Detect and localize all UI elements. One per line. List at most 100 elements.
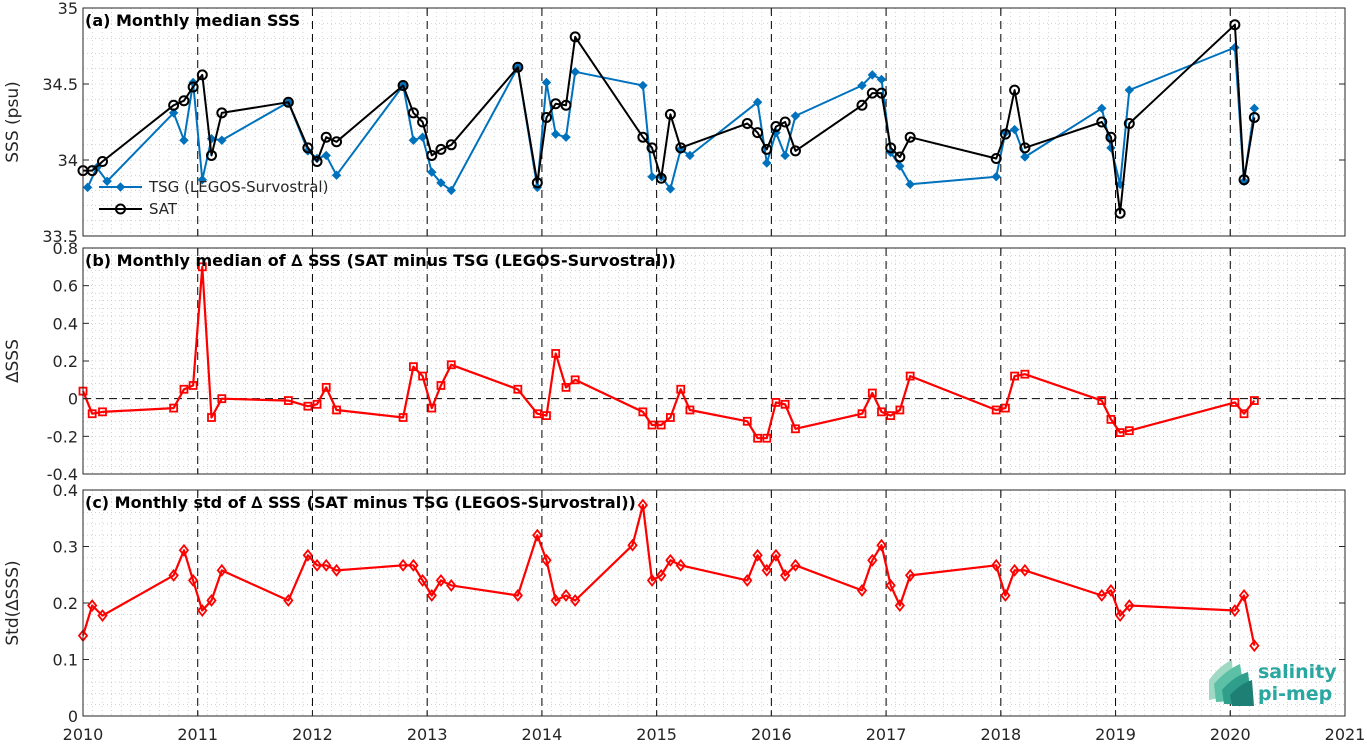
- data-point-diamond: [331, 563, 342, 577]
- data-point-diamond: [321, 150, 331, 161]
- legend-label: TSG (LEGOS-Survostral): [148, 178, 328, 196]
- data-point-diamond: [638, 80, 648, 91]
- year-lines: [197, 248, 1231, 474]
- data-point-diamond: [761, 563, 772, 577]
- data-point-diamond: [876, 538, 887, 552]
- data-point-circle: [445, 139, 457, 151]
- data-point-circle: [1019, 142, 1031, 154]
- data-point-diamond: [408, 135, 419, 145]
- data-point-circle: [856, 99, 868, 111]
- data-point-circle: [1009, 84, 1021, 96]
- data-point-diamond: [1106, 143, 1116, 153]
- data-point-circle: [664, 108, 676, 120]
- y-tick-label: 34: [58, 151, 78, 170]
- data-point-diamond: [417, 573, 428, 587]
- x-tick-label: 2019: [1095, 725, 1136, 744]
- data-point-square: [1001, 403, 1010, 413]
- panel-title: (c) Monthly std of ∆ SSS (SAT minus TSG …: [85, 493, 636, 512]
- data-point-diamond: [436, 178, 446, 188]
- data-point-diamond: [857, 80, 867, 91]
- data-point-circle: [397, 80, 409, 92]
- data-point-square: [409, 362, 418, 372]
- series-sat: [77, 19, 1260, 219]
- data-point-diamond: [647, 172, 657, 182]
- data-point-square: [542, 411, 551, 421]
- chart-panel-c: 0 0.1 0.2 0.3 0.4 Std(∆SSS) (c) Monthly std of…: [3, 481, 1346, 726]
- data-point-diamond: [742, 573, 753, 587]
- data-point-diamond: [82, 182, 93, 193]
- data-point-diamond: [408, 558, 419, 572]
- data-point-diamond: [1000, 589, 1011, 602]
- data-point-square: [1249, 396, 1259, 405]
- data-point-square: [570, 375, 580, 385]
- data-point-square: [332, 405, 341, 415]
- data-point-circle: [904, 131, 916, 143]
- data-point-square: [1010, 371, 1019, 381]
- data-point-diamond: [102, 176, 112, 186]
- data-point-square: [1097, 396, 1107, 405]
- data-point-square: [398, 413, 408, 422]
- data-point-square: [446, 360, 456, 370]
- logo-line2: pi-mep: [1258, 683, 1332, 705]
- data-point-circle: [178, 95, 190, 107]
- data-point-diamond: [302, 548, 314, 562]
- data-point-square: [895, 405, 905, 415]
- data-point-square: [676, 384, 686, 394]
- data-point-circle: [675, 142, 687, 154]
- data-point-diamond: [665, 184, 676, 194]
- legend-label: SAT: [149, 200, 178, 218]
- data-point-diamond: [780, 150, 790, 161]
- data-point-diamond: [217, 135, 227, 145]
- data-point-square: [638, 407, 648, 417]
- data-point-circle: [779, 116, 791, 128]
- data-point-diamond: [115, 182, 126, 192]
- data-point-diamond: [1096, 589, 1107, 602]
- data-point-square: [427, 403, 437, 413]
- data-point-diamond: [665, 553, 676, 567]
- data-point-square: [312, 399, 322, 409]
- x-tick-label: 2013: [407, 725, 448, 744]
- data-point-circle: [741, 118, 753, 130]
- data-point-diamond: [417, 132, 428, 142]
- data-point-square: [877, 407, 886, 417]
- year-lines: [197, 490, 1231, 716]
- data-point-diamond: [637, 498, 649, 512]
- data-point-diamond: [1097, 103, 1107, 114]
- x-tick-label: 2018: [980, 725, 1021, 744]
- data-point-square: [98, 407, 107, 417]
- data-point-diamond: [1238, 589, 1250, 602]
- data-point-diamond: [656, 568, 667, 582]
- data-point-diamond: [770, 548, 782, 562]
- data-point-square: [991, 405, 1001, 415]
- data-point-diamond: [168, 568, 179, 582]
- data-point-circle: [1114, 207, 1126, 219]
- data-point-diamond: [1009, 124, 1020, 135]
- legend-entry: TSG (LEGOS-Survostral): [99, 178, 328, 196]
- data-point-diamond: [426, 589, 437, 602]
- y-tick-label: 0.1: [53, 651, 78, 670]
- data-point-circle: [1248, 111, 1260, 123]
- data-point-diamond: [550, 594, 561, 607]
- data-point-diamond: [206, 594, 217, 607]
- data-point-diamond: [856, 584, 868, 597]
- data-point-diamond: [560, 589, 572, 602]
- data-point-circle: [205, 149, 217, 161]
- data-point-diamond: [216, 563, 227, 577]
- x-tick-label: 2012: [292, 725, 333, 744]
- plot-area: [83, 8, 1345, 236]
- x-axis-labels: 2010 2011 2012 2013 2014 2015 2016 2017 2018 2019…: [63, 725, 1366, 744]
- data-point-square: [179, 384, 189, 394]
- y-tick-label: -0.2: [47, 427, 78, 446]
- data-point-diamond: [1019, 563, 1031, 577]
- data-point-diamond: [311, 558, 323, 572]
- data-point-circle: [168, 99, 180, 111]
- data-point-diamond: [570, 67, 580, 77]
- data-point-circle: [1105, 131, 1117, 143]
- data-point-diamond: [646, 573, 658, 587]
- data-point-diamond: [790, 111, 801, 121]
- data-point-circle: [990, 152, 1002, 164]
- data-point-square: [188, 381, 198, 390]
- data-point-diamond: [991, 172, 1001, 182]
- data-point-circle: [655, 172, 667, 184]
